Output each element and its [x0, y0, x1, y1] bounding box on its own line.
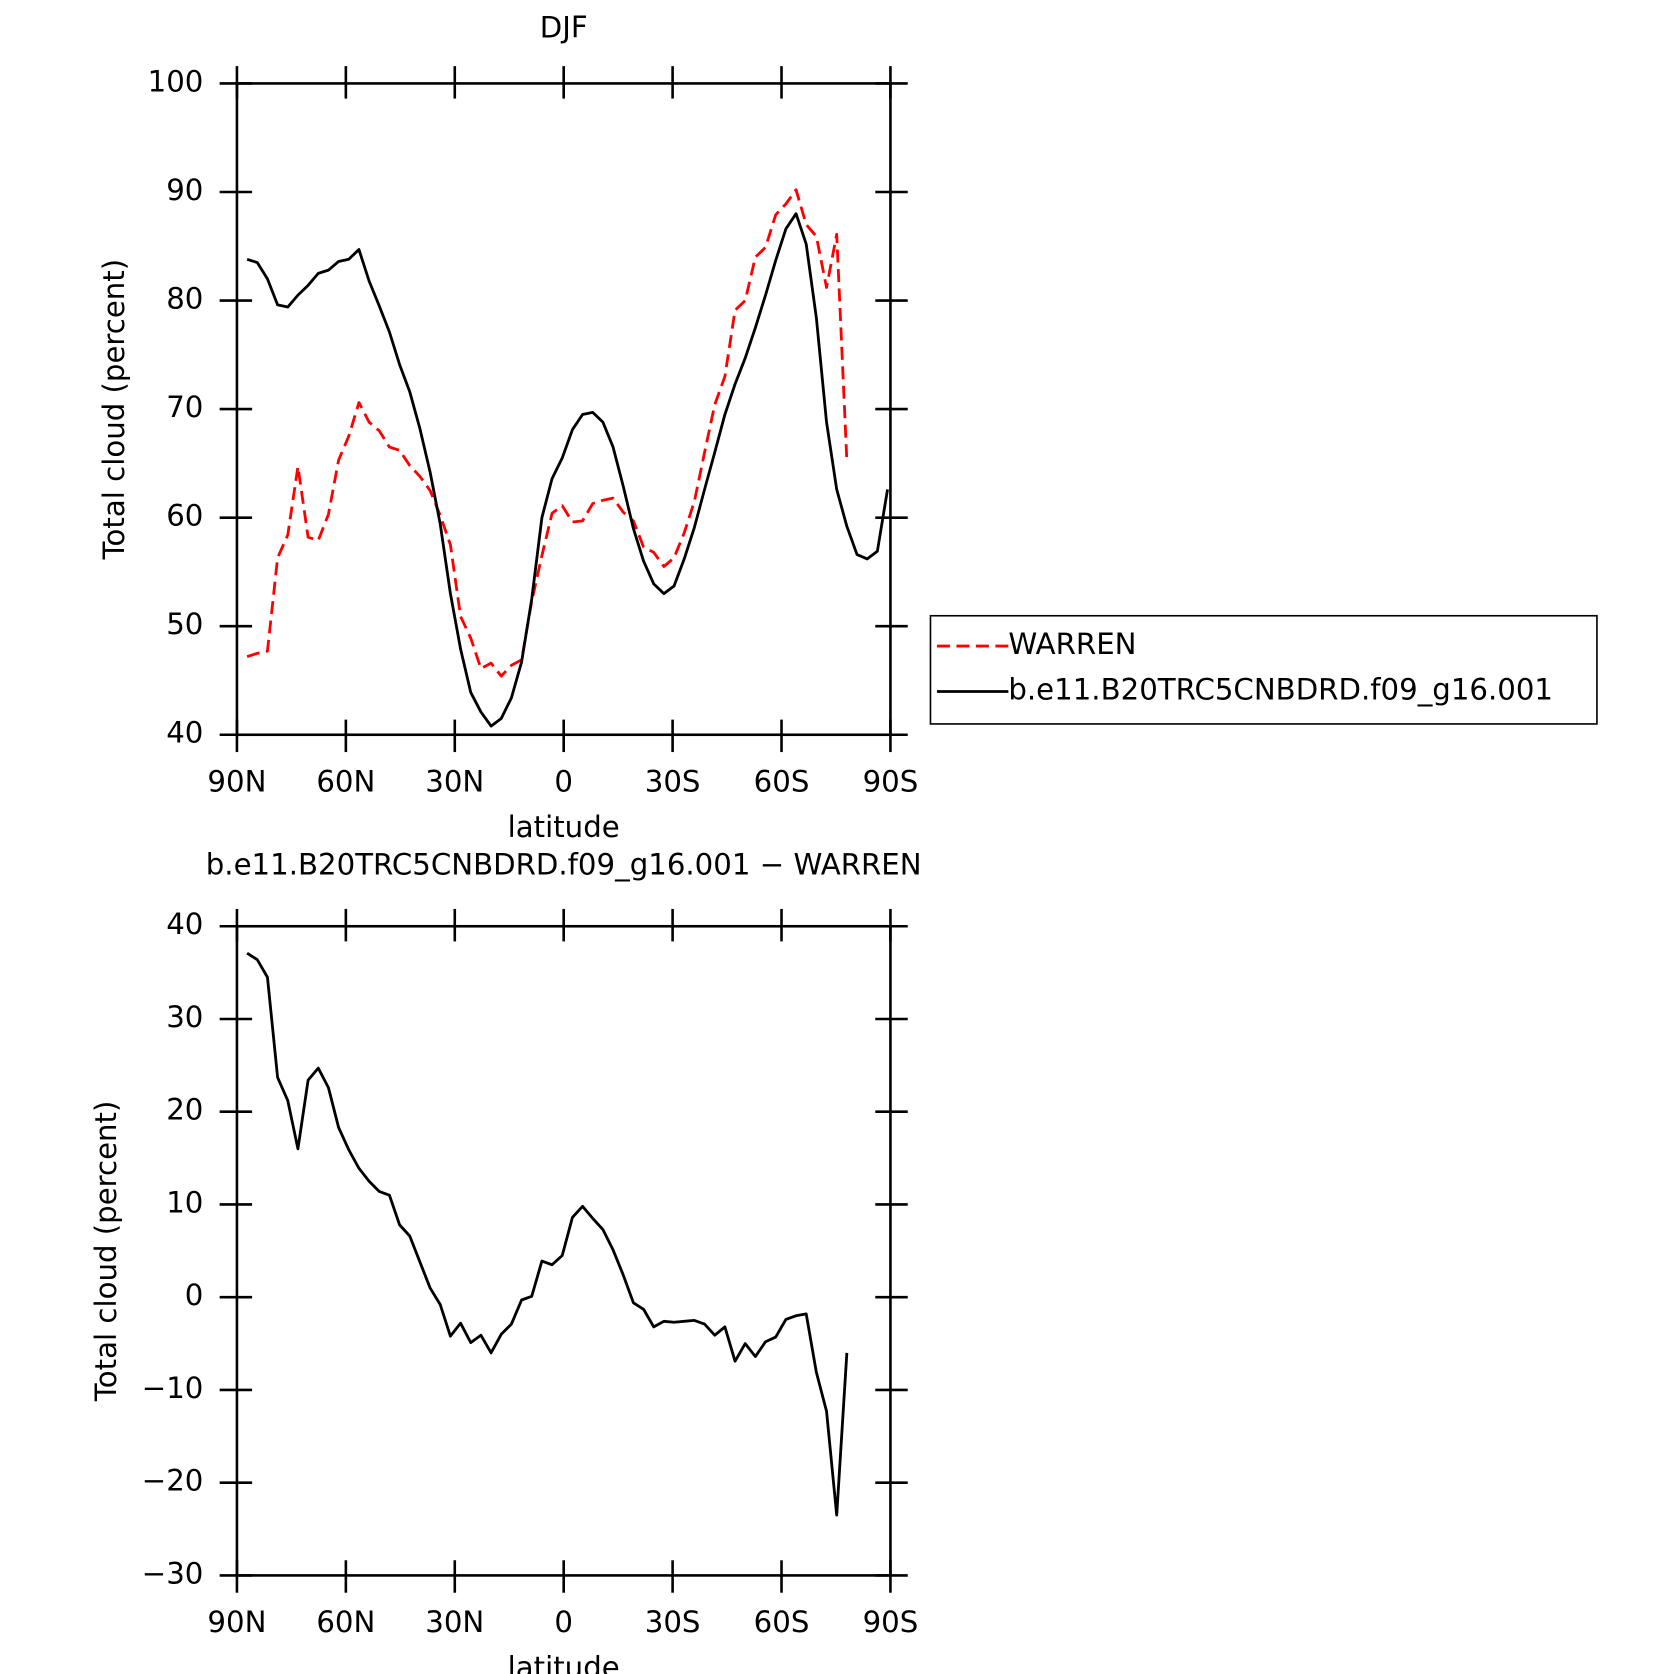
- y-axis-label: Total cloud (percent): [89, 1101, 123, 1403]
- y-tick-label: 90: [166, 173, 203, 207]
- y-tick-label: 50: [166, 607, 203, 641]
- x-axis-label: latitude: [508, 1651, 620, 1674]
- y-tick-label: −30: [142, 1556, 204, 1590]
- chart-title: b.e11.B20TRC5CNBDRD.f09_g16.001 − WARREN: [206, 848, 922, 882]
- x-tick-label: 30N: [425, 764, 484, 798]
- plot-frame: [235, 82, 892, 737]
- x-tick-label: 60S: [754, 1605, 810, 1639]
- legend-label: b.e11.B20TRC5CNBDRD.f09_g16.001: [1008, 672, 1553, 706]
- y-tick-label: 40: [166, 907, 203, 941]
- y-tick-label: 70: [166, 390, 203, 424]
- x-tick-label: 90S: [863, 764, 919, 798]
- y-tick-label: 80: [166, 282, 203, 316]
- x-tick-label: 30S: [645, 764, 701, 798]
- x-tick-label: 0: [554, 764, 573, 798]
- y-tick-label: 10: [166, 1185, 203, 1219]
- x-axis-label: latitude: [508, 810, 620, 844]
- y-tick-label: 60: [166, 499, 203, 533]
- y-tick-label: 20: [166, 1093, 203, 1127]
- data-line: [246, 212, 889, 728]
- x-tick-label: 90N: [207, 764, 266, 798]
- x-tick-label: 90N: [207, 1605, 266, 1639]
- legend-label: WARREN: [1008, 627, 1136, 661]
- y-tick-label: 30: [166, 1000, 203, 1034]
- y-tick-label: −10: [142, 1371, 204, 1405]
- y-tick-label: −20: [142, 1464, 204, 1498]
- x-tick-label: 30N: [425, 1605, 484, 1639]
- y-axis-label: Total cloud (percent): [97, 259, 131, 561]
- legend-box: [929, 614, 1598, 725]
- y-tick-label: 40: [166, 716, 203, 750]
- data-line: [246, 188, 849, 678]
- plot-frame: [235, 924, 892, 1577]
- x-tick-label: 60N: [316, 764, 375, 798]
- chart-title: DJF: [540, 10, 588, 44]
- y-tick-label: 100: [148, 64, 204, 98]
- data-line: [246, 951, 849, 1517]
- x-tick-label: 90S: [863, 1605, 919, 1639]
- x-tick-label: 60S: [754, 764, 810, 798]
- x-tick-label: 0: [554, 1605, 573, 1639]
- x-tick-label: 60N: [316, 1605, 375, 1639]
- x-tick-label: 30S: [645, 1605, 701, 1639]
- y-tick-label: 0: [185, 1278, 204, 1312]
